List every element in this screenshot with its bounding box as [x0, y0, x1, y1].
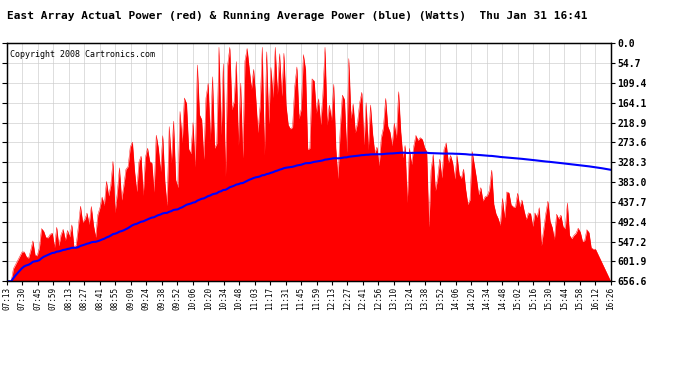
Text: Copyright 2008 Cartronics.com: Copyright 2008 Cartronics.com [10, 50, 155, 59]
Text: East Array Actual Power (red) & Running Average Power (blue) (Watts)  Thu Jan 31: East Array Actual Power (red) & Running … [7, 11, 587, 21]
